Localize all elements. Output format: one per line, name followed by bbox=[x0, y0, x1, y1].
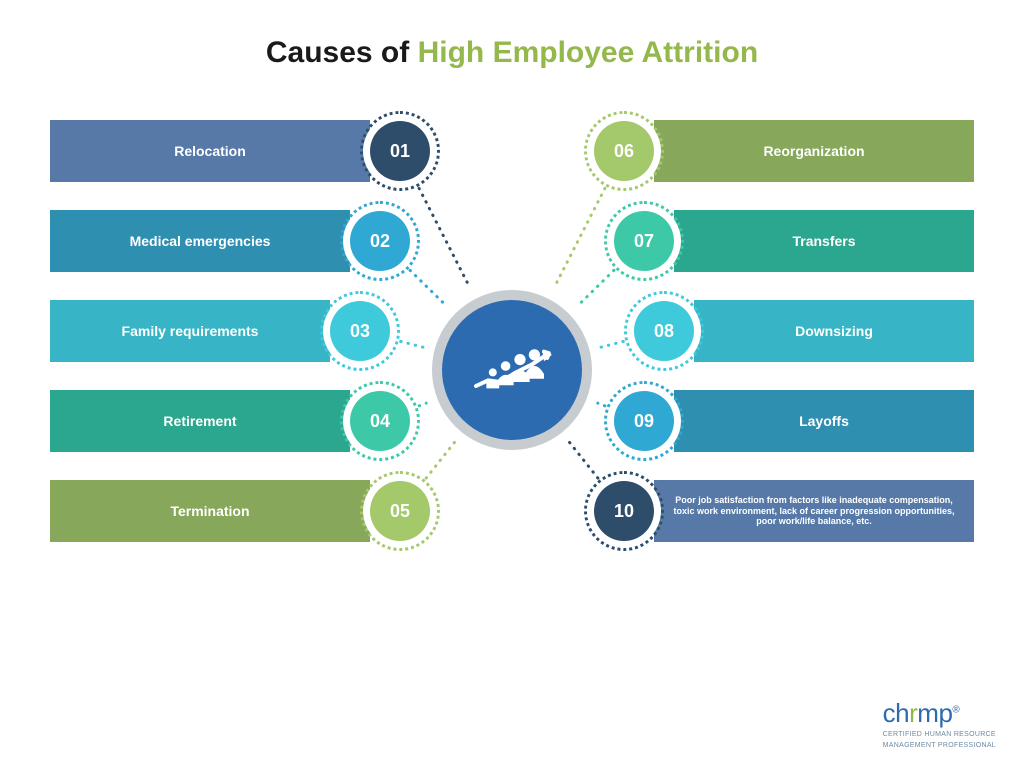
brand-mp: mp bbox=[917, 698, 952, 728]
cause-label-03: Family requirements bbox=[122, 323, 259, 340]
cause-label-02: Medical emergencies bbox=[130, 233, 271, 250]
cause-bar-03: Family requirements bbox=[50, 300, 330, 362]
people-arrow-icon bbox=[472, 340, 552, 400]
cause-bar-09: Layoffs bbox=[674, 390, 974, 452]
cause-number-04: 04 bbox=[350, 391, 410, 451]
cause-number-09: 09 bbox=[614, 391, 674, 451]
cause-bar-07: Transfers bbox=[674, 210, 974, 272]
cause-label-09: Layoffs bbox=[799, 413, 849, 430]
cause-bar-05: Termination bbox=[50, 480, 370, 542]
cause-label-08: Downsizing bbox=[795, 323, 873, 340]
cause-number-05: 05 bbox=[370, 481, 430, 541]
brand-reg: ® bbox=[952, 705, 959, 716]
cause-number-07: 07 bbox=[614, 211, 674, 271]
center-hub bbox=[422, 280, 602, 460]
cause-bar-06: Reorganization bbox=[654, 120, 974, 182]
brand-logo: chrmp® CERTIFIED HUMAN RESOURCE MANAGEME… bbox=[883, 698, 996, 750]
title-part2: High Employee Attrition bbox=[418, 36, 759, 69]
cause-number-01: 01 bbox=[370, 121, 430, 181]
cause-bar-04: Retirement bbox=[50, 390, 350, 452]
brand-sub2: MANAGEMENT PROFESSIONAL bbox=[883, 742, 996, 750]
cause-number-02: 02 bbox=[350, 211, 410, 271]
cause-bar-08: Downsizing bbox=[694, 300, 974, 362]
cause-label-06: Reorganization bbox=[763, 143, 864, 160]
brand-text: chrmp® bbox=[883, 698, 996, 729]
cause-label-04: Retirement bbox=[163, 413, 236, 430]
cause-bar-02: Medical emergencies bbox=[50, 210, 350, 272]
title-part1: Causes of bbox=[266, 36, 418, 69]
page-title: Causes of High Employee Attrition bbox=[0, 0, 1024, 70]
cause-bar-01: Relocation bbox=[50, 120, 370, 182]
cause-number-10: 10 bbox=[594, 481, 654, 541]
brand-ch: ch bbox=[883, 698, 909, 728]
center-inner bbox=[442, 300, 582, 440]
cause-bar-10: Poor job satisfaction from factors like … bbox=[654, 480, 974, 542]
cause-number-08: 08 bbox=[634, 301, 694, 361]
brand-sub1: CERTIFIED HUMAN RESOURCE bbox=[883, 731, 996, 739]
cause-label-07: Transfers bbox=[792, 233, 855, 250]
cause-number-06: 06 bbox=[594, 121, 654, 181]
diagram-canvas: Relocation 01 Medical emergencies 02 Family … bbox=[0, 90, 1024, 690]
cause-label-10: Poor job satisfaction from factors like … bbox=[664, 495, 964, 527]
cause-label-01: Relocation bbox=[174, 143, 246, 160]
cause-number-03: 03 bbox=[330, 301, 390, 361]
cause-label-05: Termination bbox=[170, 503, 249, 520]
center-ring bbox=[432, 290, 592, 450]
